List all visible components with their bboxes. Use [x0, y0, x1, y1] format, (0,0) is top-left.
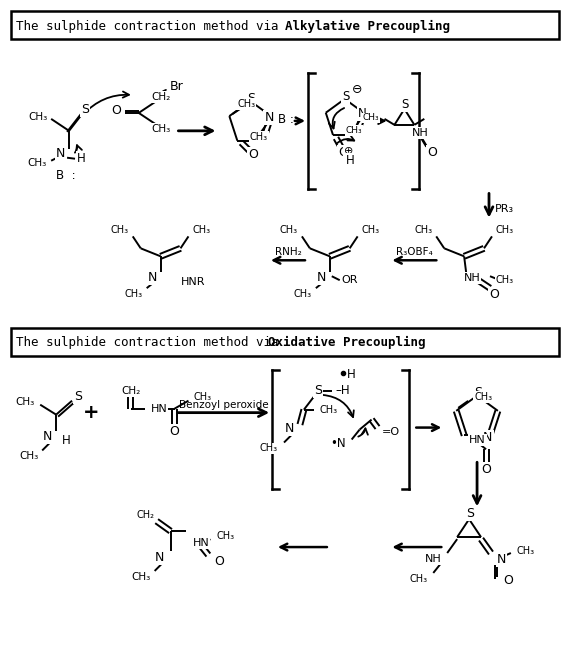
Text: H: H	[346, 155, 355, 168]
Text: PR₃: PR₃	[495, 204, 514, 214]
Text: NH: NH	[412, 128, 429, 138]
Text: O: O	[170, 425, 180, 438]
Text: CH₃: CH₃	[345, 126, 362, 135]
Text: CH₃: CH₃	[496, 275, 514, 285]
Text: N: N	[147, 271, 157, 284]
Text: CH₃: CH₃	[260, 443, 278, 453]
Text: H: H	[62, 434, 71, 447]
Text: +: +	[83, 403, 99, 422]
Text: ⊕: ⊕	[344, 146, 353, 156]
Text: CH₃: CH₃	[474, 392, 492, 402]
Text: S: S	[81, 103, 89, 117]
Text: –H: –H	[336, 384, 351, 397]
Text: CH₃: CH₃	[151, 124, 170, 134]
Text: HN: HN	[150, 403, 168, 414]
Text: CH₃: CH₃	[496, 225, 514, 235]
Text: CH₃: CH₃	[217, 531, 234, 541]
Text: S: S	[402, 98, 409, 111]
Text: Benzoyl peroxide: Benzoyl peroxide	[180, 400, 269, 409]
Text: CH₃: CH₃	[28, 112, 47, 122]
Text: CH₃: CH₃	[125, 289, 142, 299]
Text: O: O	[481, 462, 491, 476]
Text: CH₃: CH₃	[132, 572, 150, 582]
Text: RNH₂: RNH₂	[275, 248, 302, 257]
Text: CH₃: CH₃	[320, 405, 338, 415]
Text: B :: B :	[278, 113, 294, 126]
Text: CH₂: CH₂	[151, 92, 170, 102]
Text: Oxidative Precoupling: Oxidative Precoupling	[268, 337, 426, 350]
Text: CH₃: CH₃	[111, 225, 129, 235]
Text: S: S	[247, 92, 255, 105]
Text: O: O	[214, 555, 224, 567]
Bar	[11, 11, 559, 39]
Text: S: S	[474, 386, 482, 399]
Text: S: S	[342, 90, 349, 103]
Text: B  :: B :	[56, 169, 76, 182]
Text: Alkylative Precoupling: Alkylative Precoupling	[285, 20, 450, 33]
Text: N: N	[284, 422, 294, 435]
Text: CH₃: CH₃	[193, 225, 210, 235]
Text: N: N	[43, 430, 52, 443]
Text: N: N	[155, 550, 165, 563]
Text: NH: NH	[464, 273, 481, 283]
Text: CH₃: CH₃	[280, 225, 298, 235]
Text: The sulphide contraction method via: The sulphide contraction method via	[17, 20, 286, 33]
Text: CH₃: CH₃	[361, 225, 380, 235]
Text: S: S	[466, 507, 474, 519]
Text: NH: NH	[425, 554, 441, 564]
Text: N: N	[264, 111, 274, 124]
Text: CH₃: CH₃	[15, 397, 34, 407]
Text: CH₃: CH₃	[250, 132, 268, 142]
Text: O: O	[489, 288, 499, 301]
Text: CH₃: CH₃	[294, 289, 312, 299]
Text: CH₃: CH₃	[409, 574, 428, 584]
Text: CH₃: CH₃	[414, 225, 432, 235]
Text: H: H	[77, 152, 86, 165]
Text: N: N	[359, 107, 367, 121]
Text: CH₃: CH₃	[193, 392, 211, 402]
Text: =O: =O	[381, 426, 400, 436]
Text: CH₃: CH₃	[237, 99, 255, 109]
Text: CH₂: CH₂	[121, 386, 140, 396]
Text: OR: OR	[342, 275, 358, 285]
Text: CH₃: CH₃	[27, 158, 46, 168]
Text: O: O	[111, 104, 121, 117]
Text: •N: •N	[330, 437, 345, 450]
Text: HN: HN	[193, 538, 209, 548]
Text: HN: HN	[469, 436, 486, 445]
Text: The sulphide contraction method via: The sulphide contraction method via	[17, 337, 286, 349]
Text: ⊖: ⊖	[351, 83, 362, 96]
Text: CH₃: CH₃	[19, 451, 38, 462]
Text: O: O	[249, 148, 258, 161]
Text: S: S	[314, 384, 322, 397]
Text: Br: Br	[170, 79, 184, 92]
Text: R₃OBF₄: R₃OBF₄	[396, 248, 433, 257]
Text: CH₃: CH₃	[363, 113, 380, 122]
Text: CH₃: CH₃	[517, 546, 535, 556]
Text: O: O	[503, 574, 513, 588]
Text: CH₂: CH₂	[137, 510, 154, 520]
Text: O: O	[338, 147, 348, 159]
Text: H: H	[347, 368, 356, 381]
Text: O: O	[428, 146, 437, 159]
Text: N: N	[56, 147, 65, 160]
Text: N: N	[483, 431, 492, 444]
Text: S: S	[74, 390, 82, 403]
Text: N: N	[316, 271, 326, 284]
Text: HNR: HNR	[181, 277, 205, 287]
Bar	[11, 328, 559, 356]
Text: N: N	[497, 553, 506, 565]
